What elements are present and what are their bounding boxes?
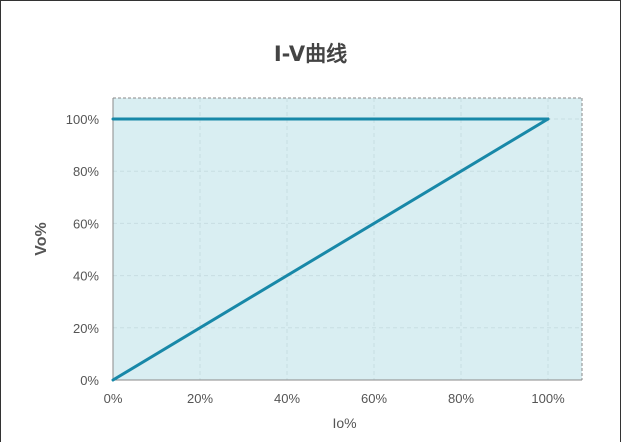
x-tick-label: 20% xyxy=(187,391,213,406)
y-tick-label: 40% xyxy=(73,269,99,284)
x-tick-label: 100% xyxy=(531,391,565,406)
y-tick-label: 0% xyxy=(80,373,99,388)
x-tick-label: 60% xyxy=(361,391,387,406)
y-tick-label: 20% xyxy=(73,321,99,336)
x-axis-label: Io% xyxy=(332,415,356,431)
y-axis-label: Vo% xyxy=(33,222,50,255)
y-tick-label: 100% xyxy=(66,112,100,127)
series-line xyxy=(111,117,550,382)
x-tick-label: 0% xyxy=(104,391,123,406)
x-tick-label: 40% xyxy=(274,391,300,406)
chart-title: I-V曲线 xyxy=(273,42,348,66)
y-tick-label: 80% xyxy=(73,164,99,179)
y-tick-label: 60% xyxy=(73,216,99,231)
x-tick-label: 80% xyxy=(448,391,474,406)
